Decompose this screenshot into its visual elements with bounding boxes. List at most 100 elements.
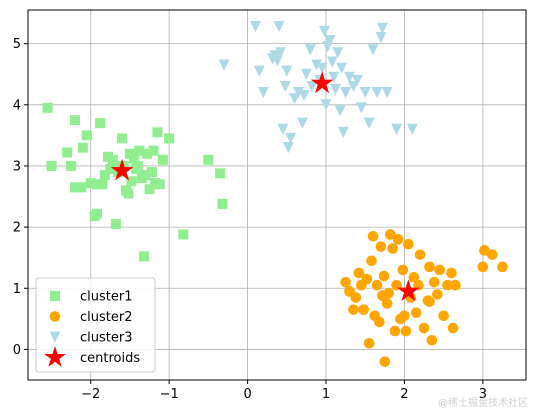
cluster2-point <box>410 307 422 319</box>
y-tick-label: 2 <box>13 221 21 236</box>
cluster2-point <box>363 338 375 349</box>
x-tick-label: 2 <box>400 387 408 402</box>
cluster1-point <box>70 182 81 193</box>
cluster3-point <box>347 80 359 92</box>
cluster1-point <box>146 167 157 178</box>
cluster1-point <box>126 176 137 187</box>
cluster1-point <box>140 170 151 181</box>
cluster2-point <box>418 322 430 334</box>
legend: cluster1 cluster2 cluster3 centroids <box>35 277 156 373</box>
y-tick-label: 3 <box>13 159 21 174</box>
cluster1-point <box>128 153 139 164</box>
cluster2-point <box>399 310 410 322</box>
cluster2-point <box>434 264 446 276</box>
cluster2-point <box>424 261 435 273</box>
legend-marker-centroids <box>44 346 66 367</box>
cluster1-point <box>81 130 92 141</box>
x-tick-label: −1 <box>160 387 179 402</box>
cluster1-point <box>217 198 228 209</box>
cluster3-point <box>351 74 363 86</box>
cluster2-point <box>353 267 365 279</box>
legend-label-cluster1: cluster1 <box>80 290 132 305</box>
cluster1-point <box>92 208 103 219</box>
cluster2-point <box>374 316 385 328</box>
cluster2-point <box>442 279 453 291</box>
y-tick-label: 1 <box>13 282 21 297</box>
y-tick-label: 5 <box>13 37 21 52</box>
cluster2-point <box>385 229 396 240</box>
cluster2-point <box>387 243 398 254</box>
axis-ticks: −2 −1 0 1 2 3 0 1 2 3 4 5 <box>13 37 487 402</box>
legend-box <box>35 277 156 373</box>
cluster3-point <box>344 71 356 83</box>
cluster1-point <box>154 179 165 190</box>
cluster2-point <box>348 304 359 315</box>
cluster1-point <box>144 184 155 195</box>
cluster3-point <box>304 44 316 56</box>
cluster2-point <box>397 264 409 276</box>
cluster3-point <box>359 87 371 99</box>
cluster1-point <box>92 179 103 190</box>
watermark: @稀土掘金技术社区 <box>438 398 528 409</box>
cluster2-point <box>428 276 440 288</box>
cluster3-point <box>376 22 388 34</box>
cluster1-point <box>164 133 175 144</box>
legend-label-cluster3: cluster3 <box>80 331 132 346</box>
cluster3-point <box>289 93 301 105</box>
cluster2-point <box>378 270 390 282</box>
series-centroids <box>110 71 420 302</box>
cluster1-point <box>42 102 53 113</box>
cluster2-point <box>403 238 414 250</box>
cluster3-point <box>336 62 348 74</box>
legend-marker-cluster1 <box>50 291 60 301</box>
cluster2-point <box>379 356 391 367</box>
cluster2-point <box>367 230 379 242</box>
legend-marker-cluster2 <box>49 311 61 322</box>
cluster3-point <box>355 102 367 114</box>
cluster2-point <box>392 234 404 245</box>
cluster2-point <box>350 292 362 303</box>
cluster2-point <box>389 325 401 337</box>
cluster1-point <box>107 154 118 165</box>
cluster1-point <box>139 251 150 262</box>
cluster1-point <box>95 118 106 129</box>
cluster2-point <box>408 271 420 283</box>
legend-marker-cluster3 <box>49 331 61 343</box>
cluster2-point <box>381 298 393 309</box>
cluster3-point <box>334 105 346 117</box>
cluster2-point <box>361 273 373 285</box>
cluster2-point <box>477 261 489 273</box>
cluster1-point <box>215 168 226 179</box>
cluster2-point <box>497 261 508 273</box>
cluster3-point <box>277 123 289 135</box>
cluster1-point <box>99 170 110 181</box>
cluster3-point <box>381 87 393 99</box>
cluster2-point <box>366 255 377 267</box>
cluster3-point <box>326 56 338 68</box>
x-tick-label: 1 <box>322 387 330 402</box>
cluster3-point <box>328 71 340 83</box>
cluster3-point <box>375 32 387 44</box>
cluster1-point <box>110 219 121 230</box>
cluster3-point <box>316 62 328 74</box>
plot-frame <box>27 9 527 381</box>
cluster3-point <box>253 65 265 77</box>
cluster2-point <box>375 241 387 252</box>
cluster1-point <box>46 160 57 171</box>
cluster3-point <box>281 65 293 77</box>
series-cluster2 <box>340 229 508 367</box>
cluster2-point <box>486 249 498 260</box>
cluster1-point <box>152 127 163 138</box>
cluster3-point <box>332 47 344 59</box>
data-points <box>42 21 508 367</box>
y-tick-label: 4 <box>13 98 21 113</box>
cluster3-point <box>320 99 332 111</box>
centroids-point <box>310 71 334 94</box>
cluster1-point <box>76 182 87 193</box>
cluster3-point <box>218 59 230 71</box>
centroids-point <box>396 279 420 302</box>
cluster3-point <box>363 117 375 129</box>
cluster3-point <box>391 123 403 135</box>
cluster1-point <box>105 164 116 175</box>
cluster3-point <box>371 87 383 99</box>
